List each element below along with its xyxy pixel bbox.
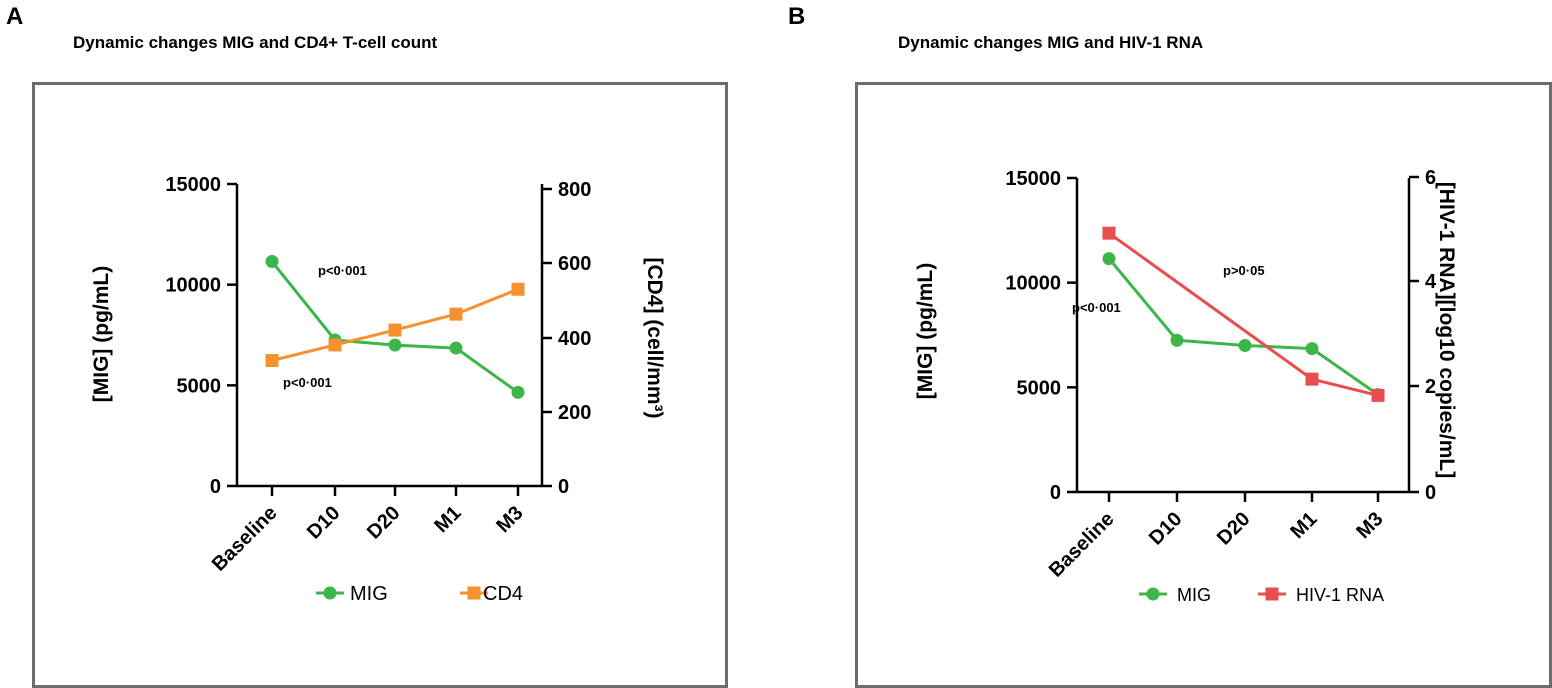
panel-a-title: Dynamic changes MIG and CD4+ T-cell coun… <box>73 33 438 52</box>
chart2-xtick-label: D20 <box>1213 508 1255 550</box>
chart2-legend-marker <box>1146 587 1160 601</box>
chart2-annotation: p>0·05 <box>1223 263 1265 278</box>
chart1-point-cd4 <box>449 307 463 321</box>
chart2-legend-label: MIG <box>1177 585 1211 605</box>
chart2-xtick-label: D10 <box>1145 508 1187 550</box>
chart1-legend-marker <box>467 586 481 600</box>
panel-a-frame <box>32 82 728 688</box>
chart2-ytick-label: 0 <box>1050 482 1061 504</box>
chart1-y2tick-label: 400 <box>558 328 591 350</box>
chart1-ytick-label: 10000 <box>165 275 221 297</box>
chart2-y2tick-label: 4 <box>1425 271 1437 293</box>
chart2-y2tick-label: 6 <box>1425 167 1436 189</box>
chart1-point-mig <box>449 341 463 355</box>
chart2-y2label: [HIV-1 RNA][log10 copies/mL] <box>1435 182 1458 478</box>
chart1-y2tick-label: 800 <box>558 179 591 201</box>
chart2-legend-marker <box>1265 587 1279 601</box>
chart1-point-mig <box>511 385 525 399</box>
chart1-legend-marker <box>323 586 337 600</box>
chart1-legend-label: MIG <box>350 583 388 605</box>
chart1-xtick-label: Baseline <box>208 502 282 576</box>
chart2-y2tick-label: 2 <box>1425 376 1436 398</box>
panel-a-letter: A <box>6 3 24 30</box>
chart2-point-mig <box>1170 333 1184 347</box>
chart1-xtick-label: M1 <box>430 502 465 537</box>
chart1-xtick-label: D10 <box>303 502 345 544</box>
chart1-point-cd4 <box>511 282 525 296</box>
chart2-point-mig <box>1305 342 1319 356</box>
chart1-y2tick-label: 200 <box>558 402 591 424</box>
chart1-annotation: p<0·001 <box>318 263 367 278</box>
chart2-legend-label: HIV-1 RNA <box>1296 585 1384 605</box>
chart1-ylabel: [MIG] (pg/mL) <box>90 266 113 402</box>
chart2-ylabel: [MIG] (pg/mL) <box>914 263 937 399</box>
chart2-point-hiv-1-rna <box>1371 388 1385 402</box>
chart1-annotation: p<0·001 <box>283 375 332 390</box>
chart1-point-cd4 <box>265 354 279 368</box>
chart1-y2tick-label: 0 <box>558 476 569 498</box>
chart1-point-cd4 <box>328 338 342 352</box>
chart2-point-mig <box>1238 338 1252 352</box>
chart2-point-hiv-1-rna <box>1102 226 1116 240</box>
chart1-ytick-label: 5000 <box>177 375 222 397</box>
chart2-annotation: p<0·001 <box>1072 300 1121 315</box>
chart1-xtick-label: M3 <box>492 502 527 537</box>
chart2-ytick-label: 5000 <box>1017 377 1062 399</box>
chart1-xtick-label: D20 <box>363 502 405 544</box>
chart2-y2tick-label: 0 <box>1425 482 1436 504</box>
chart2-series-line-hiv-1-rna <box>1108 231 1379 397</box>
chart2-ytick-label: 15000 <box>1005 168 1061 190</box>
panel-b-frame <box>855 82 1552 688</box>
chart2-point-mig <box>1102 252 1116 266</box>
chart1-point-mig <box>388 338 402 352</box>
chart2-point-hiv-1-rna <box>1305 372 1319 386</box>
panel-b-title: Dynamic changes MIG and HIV-1 RNA <box>898 33 1204 52</box>
chart1-y2label: [CD4] (cell/mm³) <box>643 257 666 418</box>
chart1-point-cd4 <box>388 323 402 337</box>
chart1-point-mig <box>265 255 279 269</box>
chart1-ytick-label: 15000 <box>165 174 221 196</box>
chart2-series-line-mig <box>1107 257 1379 396</box>
chart1-ytick-label: 0 <box>210 476 221 498</box>
chart2-xtick-label: Baseline <box>1045 508 1119 582</box>
chart2-ytick-label: 10000 <box>1005 273 1061 295</box>
panel-b-letter: B <box>788 3 806 30</box>
chart1-y2tick-label: 600 <box>558 253 591 275</box>
chart1-legend-label: CD4 <box>483 583 523 605</box>
chart2-xtick-label: M3 <box>1352 508 1387 543</box>
chart2-xtick-label: M1 <box>1286 508 1321 543</box>
